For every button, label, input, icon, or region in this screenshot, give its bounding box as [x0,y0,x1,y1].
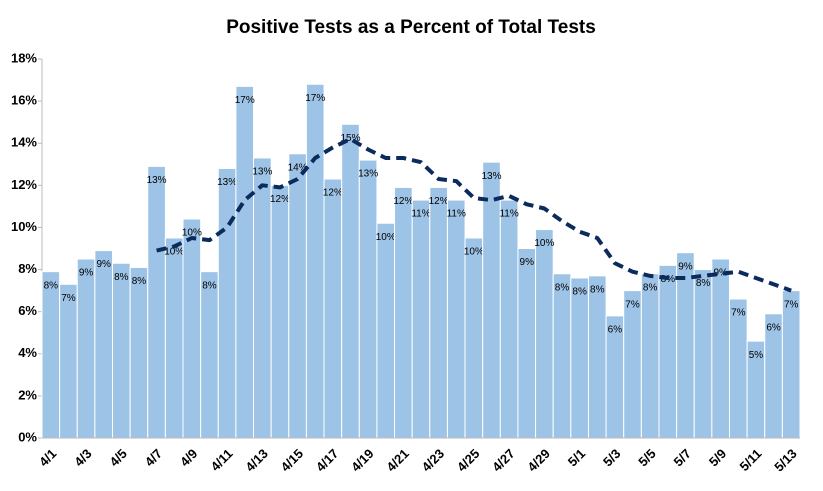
value-label: 8% [696,278,711,289]
bar [429,186,448,439]
bar [270,184,290,439]
bar [640,273,660,439]
value-label: 9% [96,259,111,270]
bar [323,178,343,439]
bar [482,161,501,439]
value-label: 10% [182,228,202,239]
bar [235,85,255,439]
bar [94,250,114,439]
value-label: 12% [393,196,413,207]
bar [587,275,607,439]
value-label: 13% [147,175,167,186]
value-label: 13% [482,171,502,182]
bar [517,248,537,439]
bar [552,273,572,439]
bar [217,167,237,439]
value-label: 14% [288,162,308,173]
y-tick-label: 16% [11,93,37,108]
bar [570,277,589,439]
bar [781,290,801,439]
value-label: 8% [590,285,605,296]
value-label: 8% [643,282,658,293]
value-label: 10% [164,247,184,258]
bar [253,157,272,439]
value-label: 7% [61,293,76,304]
bar [623,290,642,439]
bar [112,262,131,439]
value-label: 13% [252,167,272,178]
bar [376,222,396,439]
value-label: 8% [132,276,147,287]
value-label: 10% [376,232,396,243]
bar [129,266,149,439]
value-label: 11% [447,209,466,220]
bar [499,199,519,439]
bar [182,218,202,439]
bar [305,83,325,439]
value-label: 8% [202,280,217,291]
y-tick-label: 0% [18,429,37,444]
value-label: 13% [358,169,378,180]
bar [411,199,431,439]
bar [728,298,748,439]
y-tick-label: 2% [18,387,37,402]
value-label: 9% [713,268,728,279]
value-label: 7% [784,299,799,310]
bar [464,237,484,439]
value-label: 17% [305,93,325,104]
value-label: 8% [555,282,570,293]
bar [41,271,61,439]
y-tick-label: 4% [18,345,37,360]
value-label: 10% [534,238,554,249]
y-tick-label: 6% [18,303,37,318]
bar [200,271,219,439]
value-label: 12% [429,196,449,207]
value-label: 11% [499,209,518,220]
bar [76,258,96,439]
chart-title: Positive Tests as a Percent of Total Tes… [226,17,596,38]
value-label: 6% [766,322,781,333]
y-tick-label: 12% [11,177,37,192]
value-label: 12% [323,188,343,199]
bar [358,159,378,439]
moving-average-line [156,137,792,293]
y-tick-label: 18% [11,50,37,65]
value-label: 13% [217,177,237,188]
value-label: 6% [608,325,623,336]
y-tick-label: 14% [11,135,37,150]
bar [446,199,466,439]
value-label: 15% [340,133,360,144]
value-label: 12% [270,194,290,205]
bar [676,252,695,439]
bar [658,264,678,439]
y-tick-label: 8% [18,261,37,276]
value-label: 7% [731,308,746,319]
bar [59,283,78,439]
bar [288,153,307,439]
value-label: 5% [749,350,764,361]
value-label: 11% [411,209,430,220]
bar [394,186,413,439]
value-label: 9% [520,257,535,268]
value-label: 8% [114,272,129,283]
value-label: 9% [79,268,94,279]
bar [711,258,730,439]
value-label: 8% [44,280,59,291]
bar [341,123,360,439]
value-label: 7% [625,299,640,310]
bar [693,269,713,439]
value-label: 9% [678,261,693,272]
bar [147,165,166,439]
y-tick-label: 10% [11,219,37,234]
value-label: 17% [235,95,255,106]
bar [164,237,184,439]
value-label: 8% [572,287,587,298]
value-label: 10% [464,247,484,258]
bar [535,229,554,439]
